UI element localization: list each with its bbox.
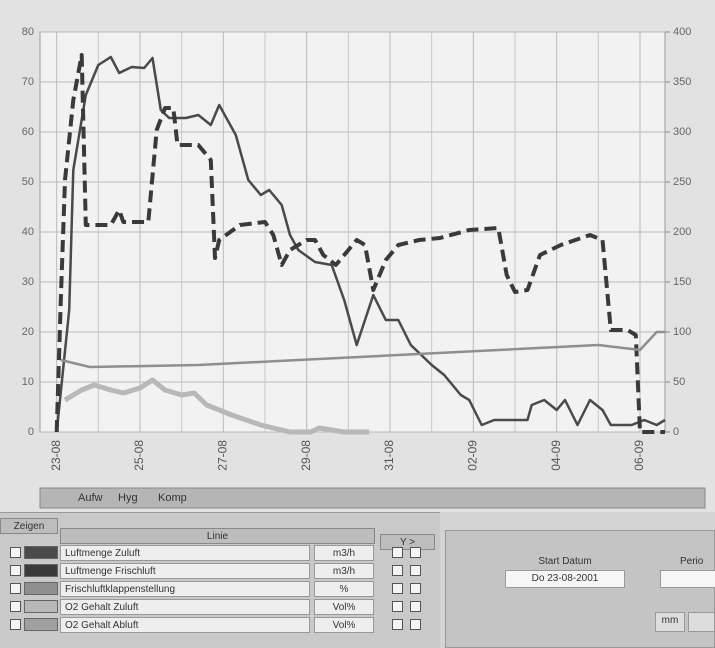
x-tick-label: 23-08 (49, 440, 63, 471)
y2-tick-label: 400 (673, 26, 691, 38)
line-swatch (24, 600, 58, 613)
x-tick-label: 02-09 (466, 440, 480, 471)
y-header: Y > (380, 534, 435, 550)
button[interactable]: mm (655, 612, 685, 632)
show-checkbox[interactable] (10, 547, 21, 558)
y2-tick-label: 250 (673, 176, 691, 188)
y-checkbox[interactable] (410, 601, 421, 612)
y-checkbox[interactable] (410, 565, 421, 576)
y-tick-label: 30 (22, 276, 34, 288)
period-label: Perio (680, 556, 704, 567)
line-swatch (24, 582, 58, 595)
tab-strip (39, 487, 706, 509)
unit: Vol% (314, 617, 374, 633)
line-swatch (24, 618, 58, 631)
x-tick-label: 04-09 (549, 440, 563, 471)
y2-tick-label: 100 (673, 326, 691, 338)
y-tick-label: 80 (22, 26, 34, 38)
period-input[interactable] (660, 570, 715, 588)
data-line (63, 377, 370, 435)
y-tick-label: 10 (22, 376, 34, 388)
unit: Vol% (314, 599, 374, 615)
chart: 0 10 20 30 40 50 60 70 80 0 50 100 150 200 250 300 350 40… (0, 0, 715, 512)
y2-tick-label: 50 (673, 376, 685, 388)
line-swatch (24, 564, 58, 577)
y2-tick-label: 300 (673, 126, 691, 138)
y2-tick-label: 350 (673, 76, 691, 88)
line-name: O2 Gehalt Abluft (60, 617, 310, 633)
show-checkbox[interactable] (10, 601, 21, 612)
y-tick-label: 40 (22, 226, 34, 238)
y2-tick-label: 0 (673, 426, 679, 438)
unit: % (314, 581, 374, 597)
data-line (54, 53, 665, 434)
line-header: Linie (60, 528, 375, 544)
data-line (60, 330, 665, 369)
line-name: Luftmenge Zuluft (60, 545, 310, 561)
y-tick-label: 50 (22, 176, 34, 188)
line-name: Frischluftklappenstellung (60, 581, 310, 597)
start-input[interactable]: Do 23-08-2001 (505, 570, 625, 588)
y-checkbox[interactable] (392, 547, 403, 558)
y-checkbox[interactable] (392, 601, 403, 612)
tab[interactable]: Komp (158, 492, 187, 504)
unit: m3/h (314, 563, 374, 579)
tab[interactable]: Aufw (78, 492, 103, 504)
y-checkbox[interactable] (410, 619, 421, 630)
x-tick-label: 27-08 (216, 440, 230, 471)
y-checkbox[interactable] (392, 565, 403, 576)
x-tick-label: 29-08 (299, 440, 313, 471)
y2-tick-label: 150 (673, 276, 691, 288)
y-checkbox[interactable] (392, 619, 403, 630)
y2-tick-label: 200 (673, 226, 691, 238)
y-tick-label: 70 (22, 76, 34, 88)
show-checkbox[interactable] (10, 619, 21, 630)
line-name: O2 Gehalt Zuluft (60, 599, 310, 615)
unit: m3/h (314, 545, 374, 561)
button[interactable] (688, 612, 715, 632)
x-tick-label: 06-09 (632, 440, 646, 471)
show-checkbox[interactable] (10, 565, 21, 576)
line-swatch (24, 546, 58, 559)
tab[interactable]: Hyg (118, 492, 138, 504)
data-line (55, 55, 666, 433)
y-checkbox[interactable] (410, 547, 421, 558)
line-name: Luftmenge Frischluft (60, 563, 310, 579)
y-tick-label: 60 (22, 126, 34, 138)
y-tick-label: 0 (28, 426, 34, 438)
start-label: Start Datum (538, 556, 592, 567)
show-header: Zeigen (0, 518, 58, 534)
x-tick-label: 25-08 (132, 440, 146, 471)
y-tick-label: 20 (22, 326, 34, 338)
show-checkbox[interactable] (10, 583, 21, 594)
x-tick-label: 31-08 (382, 440, 396, 471)
y-checkbox[interactable] (392, 583, 403, 594)
y-checkbox[interactable] (410, 583, 421, 594)
